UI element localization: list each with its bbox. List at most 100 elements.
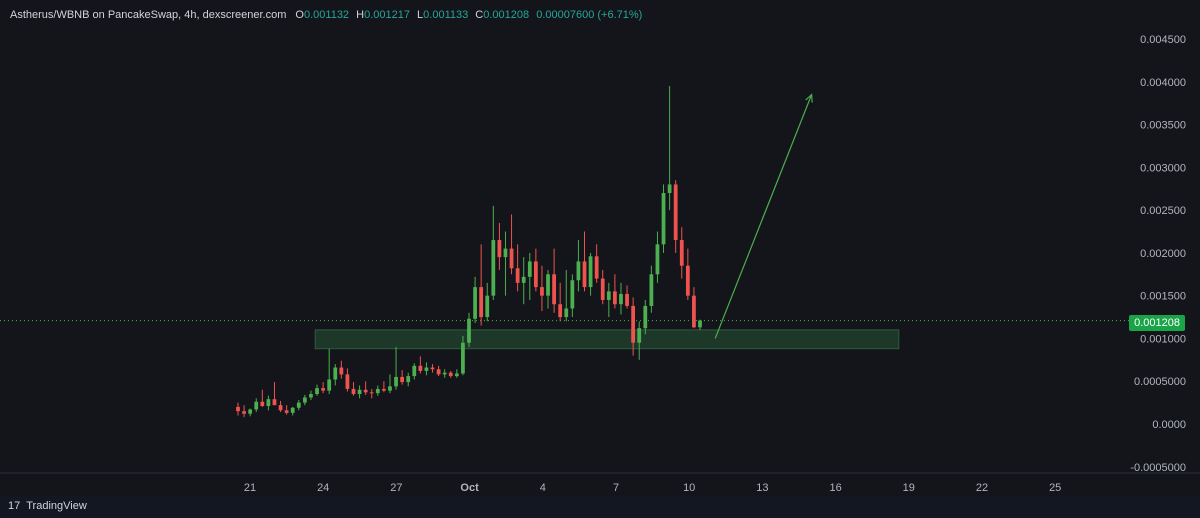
candle-body — [284, 410, 289, 413]
candle-body — [497, 240, 502, 258]
candle-body — [649, 274, 654, 306]
y-tick-label: -0.0005000 — [1130, 462, 1186, 474]
tradingview-logo-icon: 17 — [8, 500, 21, 512]
close-value: 0.001208 — [483, 9, 530, 21]
candle-body — [600, 278, 605, 300]
x-tick-label: 22 — [976, 482, 988, 494]
candle-body — [467, 318, 471, 343]
y-tick-label: 0.002000 — [1140, 248, 1186, 260]
low-label: L — [417, 9, 424, 21]
x-tick-label: 4 — [540, 482, 546, 494]
candle-body — [375, 388, 380, 394]
candle-body — [479, 287, 484, 318]
x-tick-label: Oct — [460, 482, 479, 494]
candle-body — [485, 295, 490, 318]
footer-bar — [0, 496, 1200, 518]
candle-body — [582, 261, 587, 288]
y-tick-label: 0.004500 — [1140, 34, 1186, 46]
candle-body — [631, 305, 636, 343]
candle-body — [357, 389, 362, 395]
low-value: 0.001133 — [423, 9, 469, 21]
tradingview-brand[interactable]: 17 TradingView — [8, 500, 87, 512]
candle-body — [576, 261, 581, 281]
close-label: C — [475, 9, 484, 21]
projection-arrow-line — [714, 94, 813, 339]
x-tick-label: 16 — [829, 482, 841, 494]
candle-body — [339, 367, 344, 375]
candle-body — [679, 240, 684, 266]
candle-body — [637, 328, 642, 343]
symbol-title: Astherus/WBNB on PancakeSwap, 4h, dexscr… — [10, 9, 287, 21]
candle-body — [266, 399, 271, 407]
candle-body — [588, 256, 593, 288]
y-tick-label: 0.002500 — [1140, 205, 1186, 217]
open-value: 0.001132 — [303, 9, 350, 21]
candle-body — [236, 406, 240, 412]
candle-body — [254, 401, 259, 410]
change-value: 0.00007600 (+6.71%) — [536, 9, 643, 21]
candle-body — [436, 369, 441, 375]
candle-body — [685, 265, 690, 296]
candle-body — [625, 293, 629, 306]
x-tick-label: 7 — [613, 482, 619, 494]
candle-body — [430, 367, 435, 370]
chart-legend: Astherus/WBNB on PancakeSwap, 4h, dexscr… — [10, 9, 642, 21]
y-tick-label: 0.003500 — [1140, 120, 1186, 132]
candle-body — [643, 305, 648, 329]
candle-body — [412, 365, 417, 377]
y-tick-label: 0.001500 — [1140, 291, 1186, 303]
candle-body — [613, 291, 617, 305]
candle-body — [540, 287, 544, 296]
candle-body — [424, 367, 429, 371]
candle-body — [302, 397, 307, 403]
projection-arrow-head — [805, 93, 813, 103]
candle-body — [327, 379, 332, 391]
candle-body — [491, 240, 496, 296]
high-label: H — [356, 9, 365, 21]
x-tick-label: 25 — [1049, 482, 1061, 494]
y-tick-label: 0.004000 — [1140, 77, 1186, 89]
y-tick-label: 0.003000 — [1140, 162, 1186, 174]
candle-body — [333, 367, 338, 380]
x-tick-label: 10 — [683, 482, 695, 494]
candle-body — [242, 411, 246, 414]
candle-body — [394, 376, 398, 387]
candle-body — [309, 394, 313, 398]
candle-body — [558, 304, 563, 318]
candle-body — [692, 295, 696, 328]
x-tick-label: 13 — [756, 482, 768, 494]
y-tick-label: 0.001000 — [1140, 333, 1186, 345]
candle-body — [564, 308, 569, 318]
support-zone — [314, 329, 900, 350]
candle-body — [473, 287, 477, 319]
candle-body — [296, 402, 301, 408]
candle-body — [363, 389, 368, 393]
candle-body — [527, 261, 532, 277]
candle-body — [406, 376, 411, 383]
candle-body — [503, 248, 508, 258]
candle-body — [661, 193, 666, 245]
candle-body — [382, 388, 386, 391]
candle-body — [388, 386, 392, 391]
candle-body — [315, 388, 319, 395]
candle-body — [442, 372, 447, 375]
candle-body — [594, 256, 599, 279]
candle-body — [546, 274, 550, 296]
x-tick-label: 24 — [317, 482, 329, 494]
candle-body — [351, 388, 356, 395]
candle-body — [509, 248, 514, 269]
candle-body — [667, 184, 672, 193]
y-tick-label: 0.0005000 — [1134, 376, 1186, 388]
candle-body — [533, 261, 538, 288]
brand-name: TradingView — [26, 500, 87, 512]
candle-body — [454, 373, 459, 377]
candle-body — [673, 184, 678, 241]
candle-body — [272, 399, 277, 406]
candle-body — [345, 374, 350, 389]
candle-body — [278, 405, 283, 411]
candle-body — [369, 392, 374, 394]
candle-body — [290, 407, 295, 413]
x-tick-label: 21 — [244, 482, 256, 494]
candle-body — [698, 320, 702, 328]
